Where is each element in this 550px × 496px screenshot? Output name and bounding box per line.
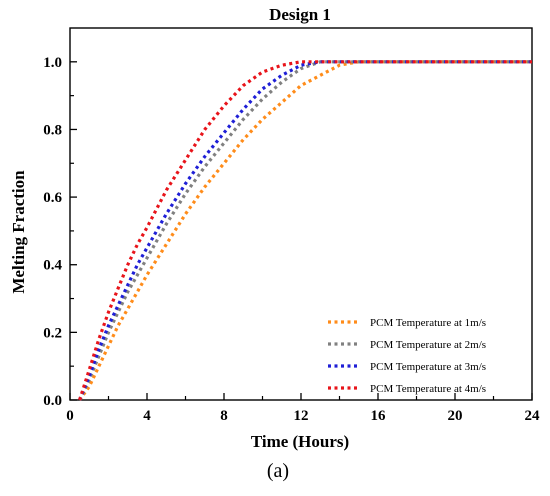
figure-caption: (a) <box>267 460 289 482</box>
x-tick-label: 0 <box>66 408 74 424</box>
y-tick-label: 0.0 <box>43 393 62 409</box>
legend-label-1: PCM Temperature at 1m/s <box>370 317 486 329</box>
legend-label-3: PCM Temperature at 3m/s <box>370 361 486 373</box>
x-axis-label: Time (Hours) <box>251 432 349 451</box>
x-tick-label: 12 <box>294 408 309 424</box>
legend: PCM Temperature at 1m/s PCM Temperature a… <box>328 317 486 395</box>
x-tick-label: 24 <box>525 408 541 424</box>
series-line-3 <box>78 60 532 401</box>
chart-title: Design 1 <box>269 5 331 24</box>
series-group <box>78 60 532 401</box>
y-tick-label: 0.4 <box>43 258 62 274</box>
y-axis-label: Melting Fraction <box>9 170 28 294</box>
y-tick-label: 0.2 <box>43 325 62 341</box>
y-tick-label: 1.0 <box>43 55 62 71</box>
series-line-2 <box>78 60 532 401</box>
x-tick-label: 4 <box>143 408 151 424</box>
y-tick-label: 0.8 <box>43 122 62 138</box>
y-axis-ticks: 0.0 0.2 0.4 0.6 0.8 1.0 <box>43 55 77 409</box>
y-tick-label: 0.6 <box>43 190 62 206</box>
x-tick-label: 8 <box>220 408 228 424</box>
x-tick-label: 16 <box>371 408 387 424</box>
legend-label-4: PCM Temperature at 4m/s <box>370 383 486 395</box>
plot-area: 0 4 8 12 16 20 24 0.0 0.2 0.4 0.6 0.8 1.0 <box>43 27 540 424</box>
x-tick-label: 20 <box>448 408 463 424</box>
x-axis-ticks: 0 4 8 12 16 20 24 <box>66 393 540 424</box>
legend-label-2: PCM Temperature at 2m/s <box>370 339 486 351</box>
